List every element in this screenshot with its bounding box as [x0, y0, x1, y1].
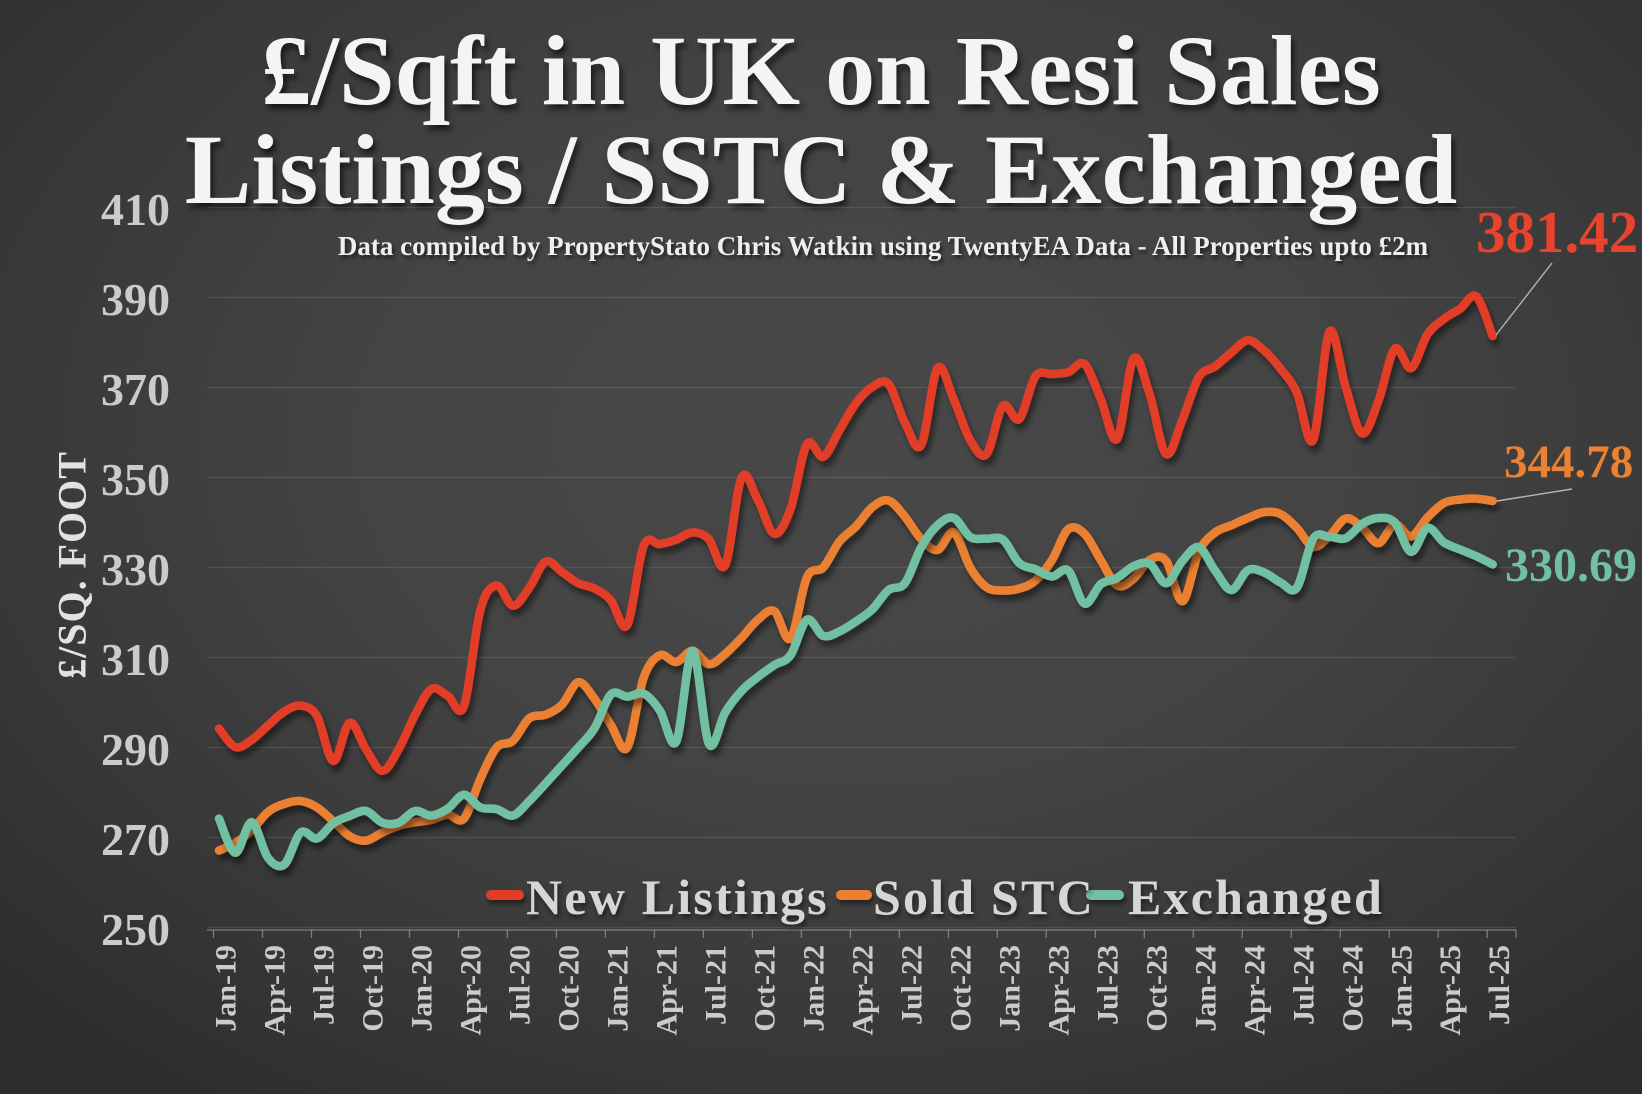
svg-text:410: 410: [101, 184, 170, 235]
svg-text:350: 350: [101, 454, 170, 505]
svg-text:Jan-21: Jan-21: [601, 945, 634, 1032]
svg-text:Oct-22: Oct-22: [944, 945, 977, 1032]
svg-text:Jul-24: Jul-24: [1287, 945, 1320, 1025]
svg-text:250: 250: [101, 904, 170, 955]
svg-text:Jan-24: Jan-24: [1189, 945, 1222, 1032]
svg-text:Jul-20: Jul-20: [503, 945, 536, 1025]
svg-text:381.42: 381.42: [1476, 199, 1638, 265]
svg-text:Jan-25: Jan-25: [1385, 945, 1418, 1032]
svg-text:Jan-19: Jan-19: [210, 945, 243, 1032]
svg-text:Jul-21: Jul-21: [699, 945, 732, 1025]
svg-text:Apr-22: Apr-22: [846, 945, 879, 1036]
svg-text:Apr-19: Apr-19: [259, 945, 292, 1036]
svg-text:Jan-22: Jan-22: [797, 945, 830, 1032]
svg-text:Oct-21: Oct-21: [748, 945, 781, 1032]
svg-text:Apr-24: Apr-24: [1238, 945, 1271, 1036]
svg-text:Oct-23: Oct-23: [1140, 945, 1173, 1032]
svg-text:Jul-22: Jul-22: [895, 945, 928, 1025]
svg-text:390: 390: [101, 274, 170, 325]
svg-text:Jan-20: Jan-20: [406, 945, 439, 1032]
svg-text:270: 270: [101, 814, 170, 865]
svg-text:330: 330: [101, 544, 170, 595]
svg-text:Oct-19: Oct-19: [357, 945, 390, 1032]
svg-text:344.78: 344.78: [1504, 436, 1633, 488]
svg-text:330.69: 330.69: [1505, 539, 1637, 592]
svg-text:Apr-21: Apr-21: [650, 945, 683, 1036]
svg-text:Jul-25: Jul-25: [1483, 945, 1516, 1025]
svg-text:370: 370: [101, 364, 170, 415]
svg-text:290: 290: [101, 724, 170, 775]
svg-text:Jul-23: Jul-23: [1091, 945, 1124, 1025]
svg-text:Apr-23: Apr-23: [1042, 945, 1075, 1036]
svg-text:£/SQ. FOOT: £/SQ. FOOT: [50, 451, 95, 679]
svg-text:Apr-25: Apr-25: [1434, 945, 1467, 1036]
svg-text:Apr-20: Apr-20: [454, 945, 487, 1036]
svg-text:Oct-20: Oct-20: [552, 945, 585, 1032]
svg-text:Sold STC: Sold STC: [873, 869, 1095, 925]
svg-text:Jul-19: Jul-19: [308, 945, 341, 1025]
svg-text:Jan-23: Jan-23: [993, 945, 1026, 1032]
svg-text:New Listings: New Listings: [526, 869, 829, 925]
svg-text:310: 310: [101, 634, 170, 685]
svg-text:Oct-24: Oct-24: [1336, 945, 1369, 1032]
svg-text:Exchanged: Exchanged: [1128, 869, 1384, 925]
